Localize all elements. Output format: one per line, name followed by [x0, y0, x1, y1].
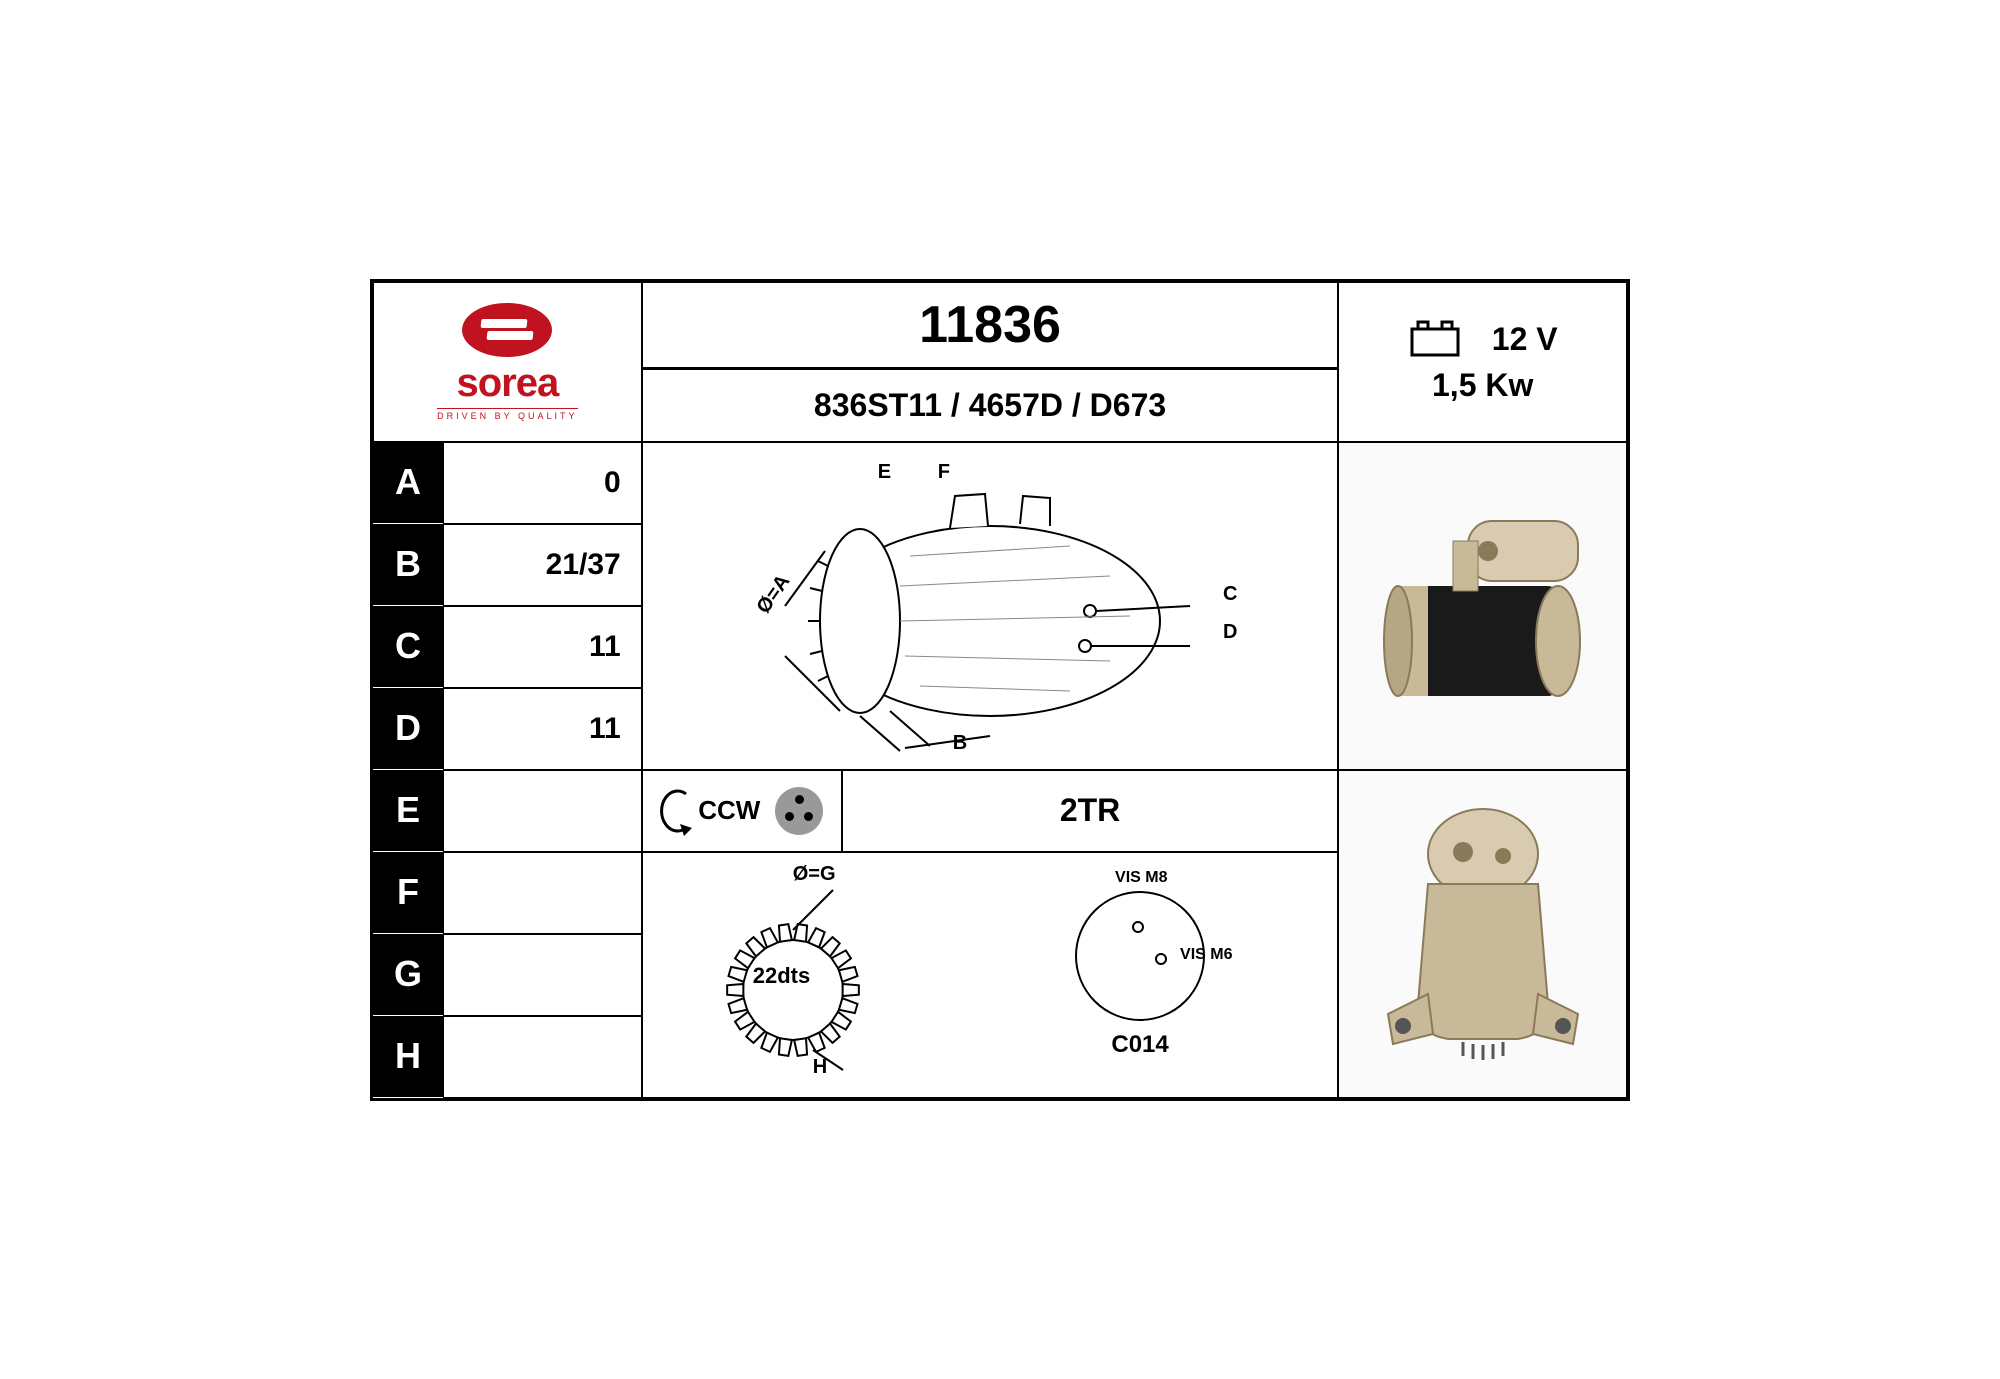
datasheet: sorea DRIVEN BY QUALITY 11836 836ST11 / … [370, 279, 1630, 1101]
param-label-e: E [373, 770, 443, 852]
header-row: sorea DRIVEN BY QUALITY 11836 836ST11 / … [373, 282, 1627, 442]
dim-label-e: E [878, 461, 891, 484]
param-value-a: 0 [443, 442, 642, 524]
product-photo-side [1338, 442, 1627, 770]
param-value-f [443, 852, 642, 934]
schematic-diagram: E F C D B Ø=A [642, 442, 1339, 770]
param-value-d: 11 [443, 688, 642, 770]
cross-references: 836ST11 / 4657D / D673 [642, 369, 1339, 441]
dim-label-f: F [938, 461, 950, 484]
param-value-e [443, 770, 642, 852]
ccw-arrow-icon [660, 784, 694, 838]
brand-tagline: DRIVEN BY QUALITY [437, 408, 577, 421]
voltage-value: 12 V [1492, 321, 1558, 358]
param-value-h [443, 1016, 642, 1098]
starter-side-icon [1358, 476, 1608, 736]
param-value-g [443, 934, 642, 1016]
param-column: A0 B21/37 C11 D11 E F G H [373, 442, 642, 1098]
terminal-code: C014 [1111, 1031, 1168, 1059]
brand-logo-icon [462, 303, 552, 357]
bottom-diagrams: Ø=G 22dts H VIS M8 VIS M6 C014 [642, 852, 1339, 1098]
param-value-b: 21/37 [443, 524, 642, 606]
starter-front-icon [1358, 784, 1608, 1084]
param-label-d: D [373, 688, 443, 770]
param-label-c: C [373, 606, 443, 688]
power-value: 1,5 Kw [1432, 367, 1533, 404]
title-stack: 11836 836ST11 / 4657D / D673 [642, 282, 1339, 442]
rotation-cell: CCW [642, 770, 842, 852]
rotation-row: CCW 2TR [642, 770, 1339, 852]
logo-cell: sorea DRIVEN BY QUALITY [373, 282, 642, 442]
dim-label-c: C [1223, 583, 1237, 606]
terminal-1-label: VIS M8 [1115, 869, 1167, 887]
part-number: 11836 [642, 282, 1339, 370]
terminal-2-label: VIS M6 [1180, 946, 1232, 964]
mounting-holes-icon [775, 787, 823, 835]
holes-count: 2TR [842, 770, 1339, 852]
battery-icon [1408, 319, 1462, 359]
param-label-b: B [373, 524, 443, 606]
param-label-h: H [373, 1016, 443, 1098]
dim-label-b: B [953, 732, 967, 755]
rotation-direction: CCW [698, 795, 760, 826]
spec-cell: 12 V 1,5 Kw [1338, 282, 1627, 442]
product-photo-front [1338, 770, 1627, 1098]
param-value-c: 11 [443, 606, 642, 688]
param-label-a: A [373, 442, 443, 524]
photo-column [1338, 442, 1627, 1098]
gear-diagram: Ø=G 22dts H [643, 853, 943, 1097]
starter-schematic-icon [730, 456, 1250, 756]
body-row: A0 B21/37 C11 D11 E F G H [373, 442, 1627, 1098]
terminal-diagram: VIS M8 VIS M6 C014 [943, 853, 1338, 1097]
dim-label-d: D [1223, 621, 1237, 644]
brand-name: sorea [456, 361, 558, 406]
param-label-g: G [373, 934, 443, 1016]
gear-teeth-label: 22dts [753, 963, 810, 989]
gear-dia-label: Ø=G [793, 863, 836, 886]
gear-h-label: H [813, 1056, 827, 1079]
param-label-f: F [373, 852, 443, 934]
center-column: E F C D B Ø=A CCW [642, 442, 1339, 1098]
